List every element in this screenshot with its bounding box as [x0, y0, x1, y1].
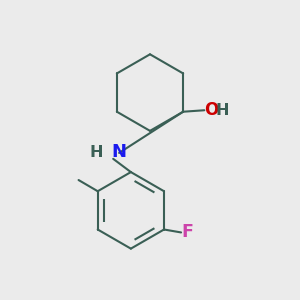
- Text: F: F: [182, 224, 194, 242]
- Text: H: H: [215, 103, 229, 118]
- Text: N: N: [112, 143, 127, 161]
- Text: O: O: [204, 101, 219, 119]
- Text: H: H: [90, 145, 104, 160]
